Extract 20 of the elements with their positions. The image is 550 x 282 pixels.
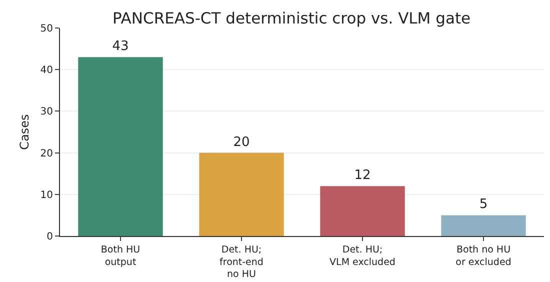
data-label: 43: [112, 39, 129, 54]
y-tick-label: 30: [40, 106, 53, 118]
bar: [199, 152, 284, 236]
y-tick-label: 10: [40, 190, 53, 201]
x-tick-label: Both HU output: [100, 244, 140, 268]
y-axis-title: Cases: [18, 114, 32, 150]
data-label: 20: [233, 134, 250, 150]
y-tick-label: 20: [40, 148, 53, 160]
y-tick-label: 40: [40, 65, 53, 76]
bar: [78, 57, 163, 236]
x-tick-label: Det. HU; front-end no HU: [220, 244, 264, 280]
chart-title: PANCREAS-CT deterministic crop vs. VLM gate: [112, 10, 471, 28]
y-tick-label: 50: [40, 24, 53, 34]
bar: [320, 186, 405, 236]
data-label: 5: [479, 197, 488, 212]
x-tick-label: Both no HU or excluded: [456, 244, 512, 268]
x-tick-label: Det. HU; VLM excluded: [330, 244, 396, 268]
data-label: 12: [354, 168, 371, 184]
bar: [441, 215, 526, 236]
y-tick-label: 0: [46, 232, 53, 242]
